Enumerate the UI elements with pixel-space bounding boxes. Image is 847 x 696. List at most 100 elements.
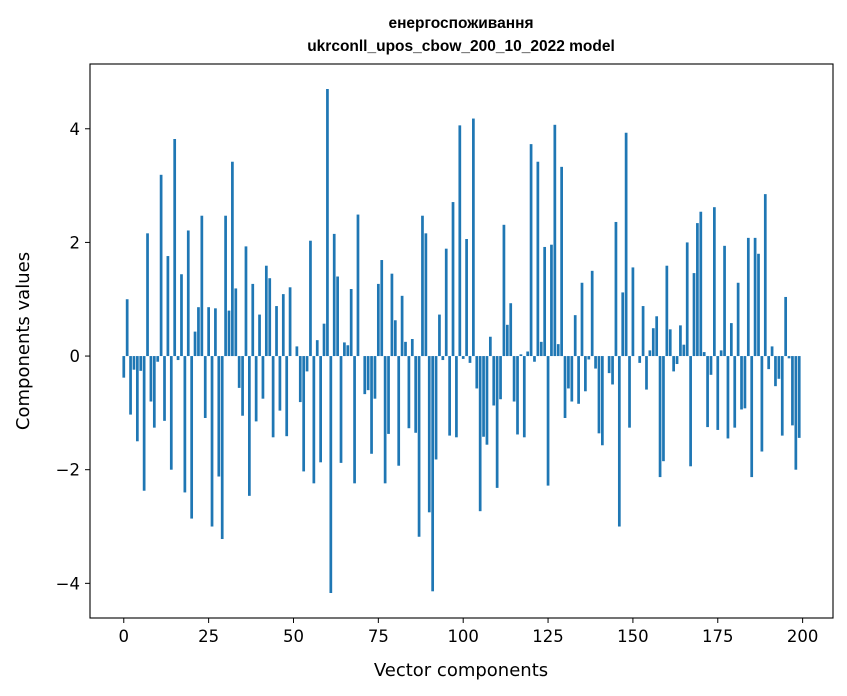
bar-64 xyxy=(339,356,343,463)
bar-33 xyxy=(234,288,238,357)
x-tick-label: 125 xyxy=(532,627,564,646)
bar-11 xyxy=(159,174,163,357)
bar-28 xyxy=(217,356,221,477)
bar-40 xyxy=(258,314,261,357)
bar-36 xyxy=(244,246,248,357)
bar-95 xyxy=(444,248,448,357)
x-tick-label: 200 xyxy=(787,627,819,646)
bar-198 xyxy=(794,356,798,470)
bar-123 xyxy=(539,341,543,357)
bar-140 xyxy=(597,356,601,434)
bar-138 xyxy=(590,270,594,357)
bar-78 xyxy=(387,356,390,434)
bar-180 xyxy=(733,356,737,428)
bar-190 xyxy=(767,356,771,370)
bar-106 xyxy=(482,356,485,437)
bar-112 xyxy=(502,224,506,357)
bar-110 xyxy=(495,356,499,488)
bar-54 xyxy=(305,356,309,372)
bar-141 xyxy=(601,356,604,446)
bar-183 xyxy=(743,356,747,409)
bar-150 xyxy=(631,267,635,357)
bar-156 xyxy=(651,328,655,357)
bar-102 xyxy=(468,356,472,363)
bar-68 xyxy=(353,356,356,484)
bar-128 xyxy=(556,344,560,357)
bar-27 xyxy=(214,308,217,357)
bar-121 xyxy=(533,356,536,362)
bar-163 xyxy=(675,356,679,365)
bar-136 xyxy=(584,356,587,392)
bar-84 xyxy=(407,356,411,429)
bar-8 xyxy=(149,356,153,402)
bar-59 xyxy=(322,323,326,357)
bar-3 xyxy=(132,356,136,370)
bar-35 xyxy=(241,356,244,416)
chart-subtitle: ukrconll_upos_cbow_200_10_2022 model xyxy=(307,38,615,55)
bar-93 xyxy=(438,314,441,357)
bar-154 xyxy=(645,356,648,390)
bar-191 xyxy=(770,346,774,357)
bar-44 xyxy=(271,356,275,438)
bar-16 xyxy=(176,356,180,361)
bar-67 xyxy=(349,289,353,357)
bar-65 xyxy=(343,342,346,357)
bar-176 xyxy=(719,350,723,357)
bar-4 xyxy=(135,356,139,442)
x-axis: 0 25 50 75 100 125 150 175 200 xyxy=(119,618,819,646)
plot-frame xyxy=(89,63,834,619)
bar-148 xyxy=(624,132,628,357)
bar-137 xyxy=(587,356,591,360)
bar-195 xyxy=(784,296,788,357)
bar-166 xyxy=(685,242,689,357)
y-tick-label: 2 xyxy=(70,233,81,252)
bar-2 xyxy=(129,356,132,415)
bar-29 xyxy=(220,356,224,540)
bar-10 xyxy=(156,356,160,362)
bar-22 xyxy=(197,307,200,357)
bar-98 xyxy=(455,356,458,438)
bar-194 xyxy=(780,356,784,436)
bar-89 xyxy=(424,233,428,357)
bar-15 xyxy=(173,139,177,357)
bar-103 xyxy=(472,118,475,357)
bar-105 xyxy=(478,356,482,512)
bar-7 xyxy=(146,233,149,357)
bar-107 xyxy=(485,356,489,445)
bar-147 xyxy=(621,292,625,357)
bar-145 xyxy=(614,221,618,357)
bar-38 xyxy=(251,283,255,357)
bar-61 xyxy=(329,356,333,593)
bar-43 xyxy=(268,278,272,357)
bar-34 xyxy=(237,356,241,388)
x-axis-label: Vector components xyxy=(374,660,548,681)
bar-132 xyxy=(570,356,574,402)
bar-187 xyxy=(757,253,760,357)
bar-114 xyxy=(509,303,513,357)
x-tick-label: 75 xyxy=(368,627,389,646)
bar-146 xyxy=(617,356,621,527)
bar-90 xyxy=(427,356,431,513)
y-tick-label: −4 xyxy=(56,574,80,593)
bar-60 xyxy=(326,89,329,357)
bar-75 xyxy=(376,283,380,357)
bar-115 xyxy=(512,356,516,402)
bar-193 xyxy=(777,356,781,379)
bar-139 xyxy=(594,356,597,369)
bar-118 xyxy=(522,356,526,438)
bar-20 xyxy=(190,356,194,519)
bar-58 xyxy=(319,356,322,463)
bar-88 xyxy=(421,215,424,357)
bar-120 xyxy=(529,144,533,357)
bar-174 xyxy=(713,207,716,357)
bar-series xyxy=(122,89,801,593)
bar-125 xyxy=(546,356,550,486)
bar-175 xyxy=(716,356,720,430)
bar-160 xyxy=(665,265,669,357)
bar-92 xyxy=(434,356,438,460)
bar-135 xyxy=(580,282,584,357)
x-tick-label: 0 xyxy=(119,627,130,646)
bar-197 xyxy=(791,356,794,426)
bar-116 xyxy=(516,356,519,435)
